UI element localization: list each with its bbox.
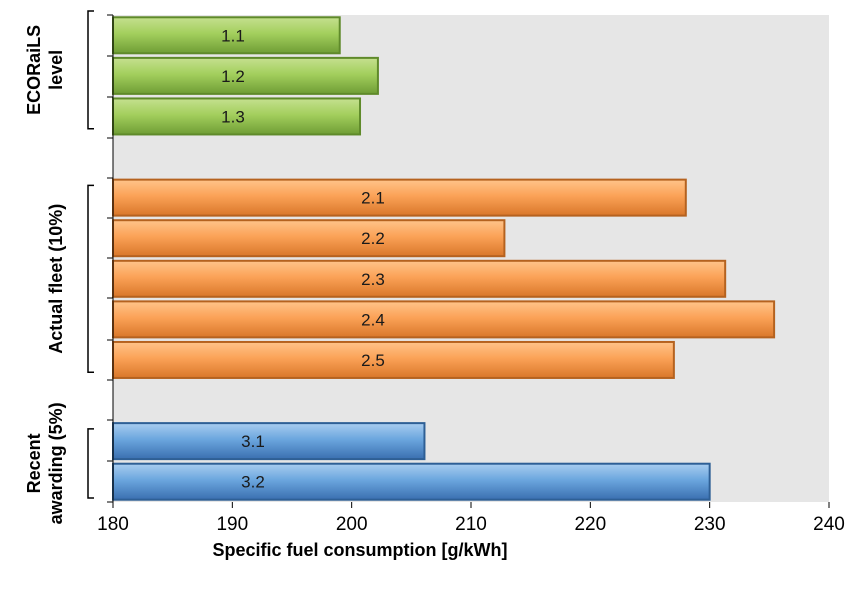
- bar-label-3-2: 3.2: [241, 473, 265, 492]
- bar-label-2-5: 2.5: [361, 351, 385, 370]
- plot-area: [113, 15, 829, 502]
- group-bracket: [87, 428, 94, 499]
- bar-2-2: [112, 219, 506, 258]
- bar-2-3: [112, 259, 727, 298]
- group-label: level: [46, 50, 66, 90]
- group-bracket: [87, 184, 94, 373]
- group-label: Actual fleet (10%): [46, 204, 66, 354]
- bar-label-2-3: 2.3: [361, 270, 385, 289]
- x-axis-title: Specific fuel consumption [g/kWh]: [212, 540, 507, 560]
- bar-2-1: [112, 178, 687, 217]
- group-bracket: [87, 10, 94, 130]
- group-label: Recent: [24, 433, 44, 493]
- x-tick-label: 230: [694, 514, 726, 535]
- bar-label-1-2: 1.2: [221, 67, 245, 86]
- x-tick-label: 240: [813, 514, 845, 535]
- group-label: ECORaiLS: [24, 25, 44, 115]
- bar-label-1-3: 1.3: [221, 107, 245, 126]
- bar-label-1-1: 1.1: [221, 26, 245, 45]
- bar-2-4: [112, 300, 776, 339]
- group-label: awarding (5%): [46, 402, 66, 524]
- bar-label-3-1: 3.1: [241, 432, 265, 451]
- x-tick-label: 220: [574, 514, 606, 535]
- bar-label-2-2: 2.2: [361, 229, 385, 248]
- x-tick-label: 200: [336, 514, 368, 535]
- bar-1-2: [112, 56, 379, 95]
- bar-1-3: [112, 97, 362, 136]
- bar-1-1: [112, 16, 341, 55]
- bar-label-2-4: 2.4: [361, 310, 385, 329]
- x-tick-label: 210: [455, 514, 487, 535]
- bar-3-2: [112, 462, 711, 501]
- bar-label-2-1: 2.1: [361, 189, 385, 208]
- x-tick-label: 180: [97, 514, 129, 535]
- bar-2-5: [112, 340, 675, 379]
- x-tick-label: 190: [216, 514, 248, 535]
- bar-3-1: [112, 422, 426, 461]
